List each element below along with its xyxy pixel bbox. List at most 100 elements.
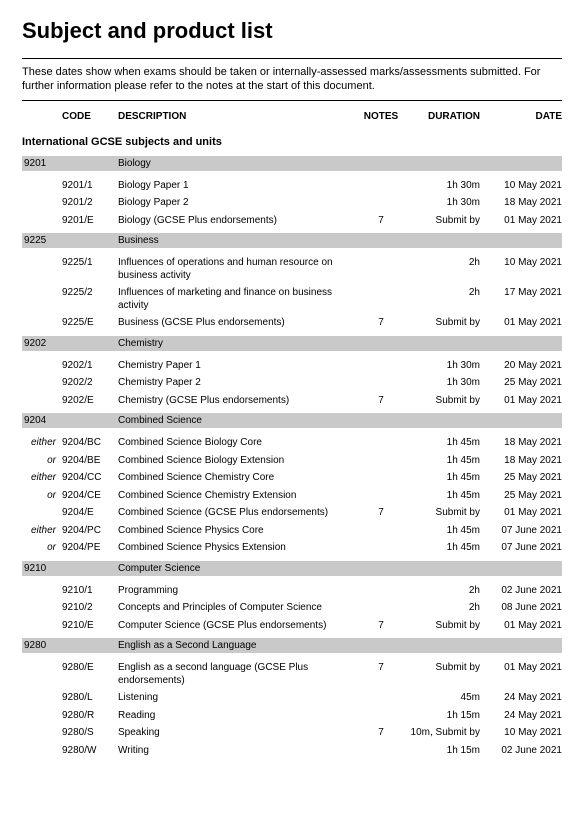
row-code: 9204/CE: [62, 490, 118, 503]
row-duration: Submit by: [406, 317, 486, 330]
subject-code: 9202: [22, 338, 62, 349]
row-desc: English as a second language (GCSE Plus …: [118, 662, 356, 687]
header-duration: DURATION: [406, 111, 486, 122]
table-row: or9204/CECombined Science Chemistry Exte…: [22, 487, 562, 505]
row-desc: Chemistry Paper 1: [118, 360, 356, 373]
row-date: 07 June 2021: [486, 525, 562, 538]
row-desc: Combined Science Physics Extension: [118, 542, 356, 555]
row-date: 01 May 2021: [486, 620, 562, 633]
table-row: or9204/BECombined Science Biology Extens…: [22, 452, 562, 470]
row-desc: Biology (GCSE Plus endorsements): [118, 215, 356, 228]
row-duration: 45m: [406, 692, 486, 705]
row-prefix: either: [22, 437, 62, 450]
row-prefix: or: [22, 542, 62, 555]
table-row: 9204/ECombined Science (GCSE Plus endors…: [22, 504, 562, 522]
row-date: 01 May 2021: [486, 662, 562, 687]
table-row: 9202/1Chemistry Paper 11h 30m20 May 2021: [22, 357, 562, 375]
row-duration: Submit by: [406, 395, 486, 408]
row-duration: Submit by: [406, 507, 486, 520]
table-row: 9225/2Influences of marketing and financ…: [22, 284, 562, 314]
row-code: 9201/2: [62, 197, 118, 210]
row-duration: 1h 45m: [406, 437, 486, 450]
row-prefix: [22, 710, 62, 723]
row-code: 9280/E: [62, 662, 118, 687]
row-date: 24 May 2021: [486, 692, 562, 705]
row-notes: [356, 585, 406, 598]
header-code: CODE: [62, 111, 118, 122]
row-desc: Combined Science Chemistry Core: [118, 472, 356, 485]
row-code: 9280/R: [62, 710, 118, 723]
subject-name: Business: [118, 235, 562, 246]
row-code: 9225/E: [62, 317, 118, 330]
row-duration: Submit by: [406, 215, 486, 228]
subject-bar: 9201Biology: [22, 156, 562, 171]
row-code: 9202/E: [62, 395, 118, 408]
subject-name: English as a Second Language: [118, 640, 562, 651]
row-notes: 7: [356, 662, 406, 687]
row-prefix: either: [22, 472, 62, 485]
row-prefix: [22, 692, 62, 705]
subjects-container: 9201Biology9201/1Biology Paper 11h 30m10…: [22, 156, 562, 760]
table-row: or9204/PECombined Science Physics Extens…: [22, 539, 562, 557]
table-row: 9201/2Biology Paper 21h 30m18 May 2021: [22, 194, 562, 212]
row-prefix: [22, 197, 62, 210]
table-row: 9280/EEnglish as a second language (GCSE…: [22, 659, 562, 689]
row-notes: 7: [356, 727, 406, 740]
row-code: 9204/PC: [62, 525, 118, 538]
table-row: 9202/2Chemistry Paper 21h 30m25 May 2021: [22, 374, 562, 392]
row-date: 01 May 2021: [486, 215, 562, 228]
row-code: 9204/PE: [62, 542, 118, 555]
row-notes: 7: [356, 215, 406, 228]
subject-code: 9204: [22, 415, 62, 426]
subject-rows: either9204/BCCombined Science Biology Co…: [22, 434, 562, 557]
row-duration: 1h 45m: [406, 455, 486, 468]
row-code: 9225/1: [62, 257, 118, 282]
row-prefix: [22, 287, 62, 312]
row-date: 25 May 2021: [486, 377, 562, 390]
row-prefix: or: [22, 455, 62, 468]
row-desc: Chemistry (GCSE Plus endorsements): [118, 395, 356, 408]
header-description: DESCRIPTION: [118, 111, 356, 122]
row-code: 9210/E: [62, 620, 118, 633]
row-date: 07 June 2021: [486, 542, 562, 555]
row-desc: Combined Science Chemistry Extension: [118, 490, 356, 503]
row-desc: Chemistry Paper 2: [118, 377, 356, 390]
row-duration: 1h 45m: [406, 490, 486, 503]
table-row: 9280/RReading1h 15m24 May 2021: [22, 707, 562, 725]
row-desc: Business (GCSE Plus endorsements): [118, 317, 356, 330]
row-duration: Submit by: [406, 662, 486, 687]
row-date: 17 May 2021: [486, 287, 562, 312]
header-date: DATE: [486, 111, 562, 122]
row-notes: [356, 257, 406, 282]
row-prefix: [22, 602, 62, 615]
table-row: 9280/LListening45m24 May 2021: [22, 689, 562, 707]
subject-name: Biology: [118, 158, 562, 169]
row-code: 9202/1: [62, 360, 118, 373]
subject-rows: 9225/1Influences of operations and human…: [22, 254, 562, 332]
row-prefix: [22, 507, 62, 520]
row-duration: 2h: [406, 585, 486, 598]
row-notes: 7: [356, 317, 406, 330]
row-date: 25 May 2021: [486, 472, 562, 485]
subject-name: Computer Science: [118, 563, 562, 574]
row-prefix: either: [22, 525, 62, 538]
row-prefix: [22, 727, 62, 740]
column-headers: CODE DESCRIPTION NOTES DURATION DATE: [22, 101, 562, 130]
row-duration: 2h: [406, 602, 486, 615]
row-desc: Combined Science Biology Extension: [118, 455, 356, 468]
subject-name: Combined Science: [118, 415, 562, 426]
subject-bar: 9210Computer Science: [22, 561, 562, 576]
row-prefix: [22, 257, 62, 282]
row-duration: 1h 30m: [406, 360, 486, 373]
row-desc: Biology Paper 2: [118, 197, 356, 210]
row-duration: 1h 15m: [406, 710, 486, 723]
row-notes: 7: [356, 620, 406, 633]
row-duration: 1h 15m: [406, 745, 486, 758]
row-code: 9202/2: [62, 377, 118, 390]
table-row: 9201/EBiology (GCSE Plus endorsements)7S…: [22, 212, 562, 230]
row-prefix: [22, 395, 62, 408]
row-date: 24 May 2021: [486, 710, 562, 723]
table-row: 9280/SSpeaking710m, Submit by10 May 2021: [22, 724, 562, 742]
subject-rows: 9202/1Chemistry Paper 11h 30m20 May 2021…: [22, 357, 562, 410]
row-date: 25 May 2021: [486, 490, 562, 503]
